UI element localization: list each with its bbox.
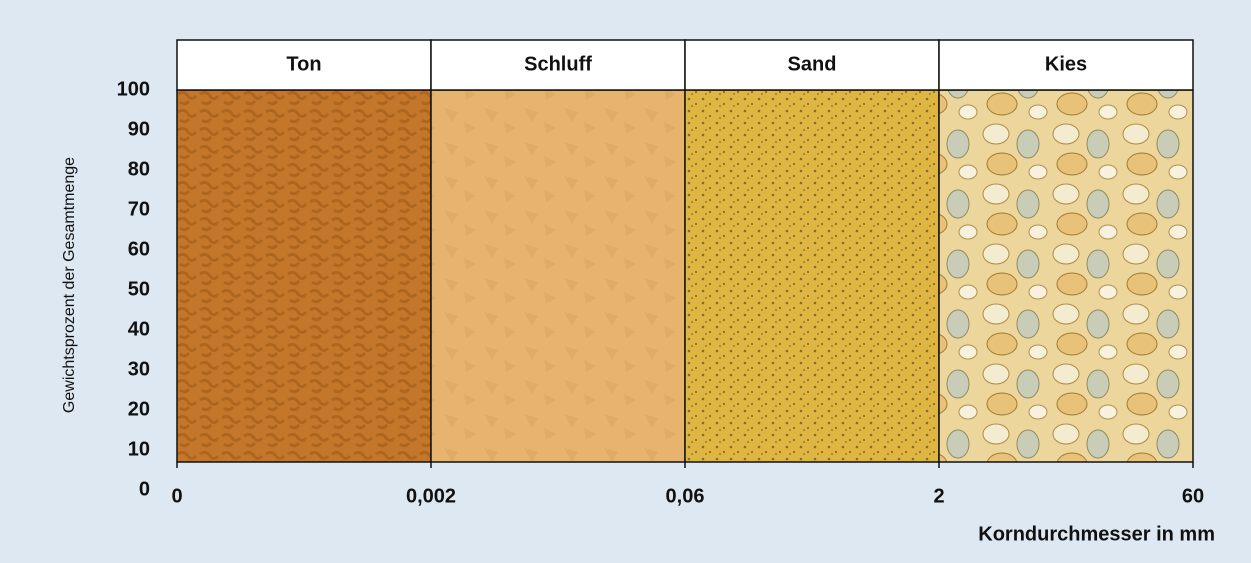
band-texture <box>939 90 1193 462</box>
band-texture <box>685 90 939 462</box>
y-tick-label: 80 <box>128 158 150 180</box>
y-axis-title: Gewichtsprozent der Gesamtmenge <box>61 157 78 413</box>
y-tick-label: 50 <box>128 278 150 300</box>
header-cell <box>684 39 940 91</box>
band-texture <box>177 90 431 462</box>
y-tick-label: 60 <box>128 238 150 260</box>
header-label: Sand <box>788 53 837 75</box>
x-tick-label: 0,002 <box>406 485 456 507</box>
header-cell <box>176 39 432 91</box>
y-tick-label: 30 <box>128 358 150 380</box>
x-axis-title: Korndurchmesser in mm <box>978 523 1215 545</box>
x-tick-label: 0,06 <box>666 485 705 507</box>
y-tick-label: 70 <box>128 198 150 220</box>
band-texture <box>431 90 685 462</box>
y-tick-label: 100 <box>117 78 150 100</box>
y-tick-label: 40 <box>128 318 150 340</box>
x-tick-label: 2 <box>933 485 944 507</box>
x-tick-label: 0 <box>171 485 182 507</box>
header-cell <box>938 39 1194 91</box>
y-tick-label: 10 <box>128 438 150 460</box>
header-label: Kies <box>1045 53 1087 75</box>
y-tick-label: 20 <box>128 398 150 420</box>
header-label: Schluff <box>524 53 592 75</box>
x-tick-label: 60 <box>1182 485 1204 507</box>
y-tick-label: 90 <box>128 118 150 140</box>
y-tick-label: 0 <box>139 478 150 500</box>
header-label: Ton <box>286 53 321 75</box>
